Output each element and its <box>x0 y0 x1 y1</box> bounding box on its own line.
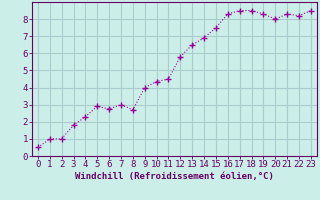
X-axis label: Windchill (Refroidissement éolien,°C): Windchill (Refroidissement éolien,°C) <box>75 172 274 181</box>
